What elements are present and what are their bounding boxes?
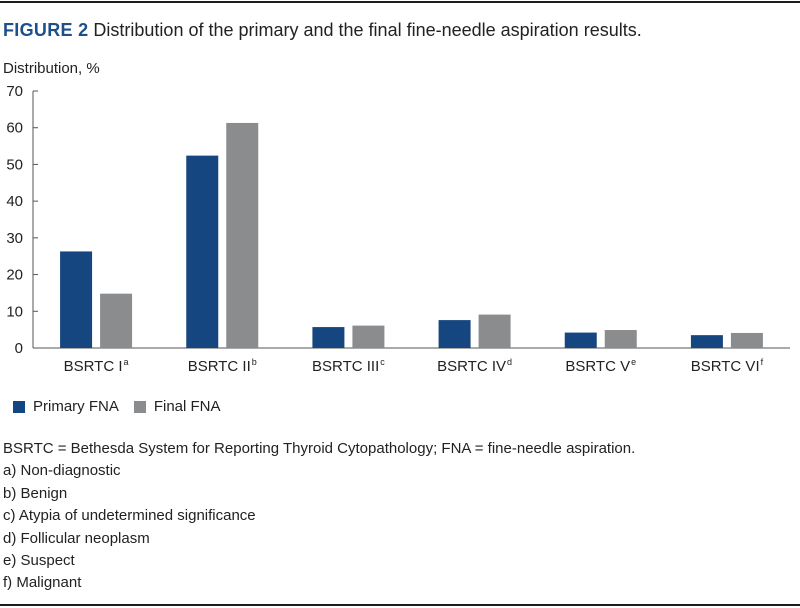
legend-swatch-final bbox=[133, 400, 146, 413]
abbreviation-note: BSRTC = Bethesda System for Reporting Th… bbox=[3, 440, 636, 457]
y-axis-title: Distribution, % bbox=[3, 60, 100, 77]
x-tick-label-4: BSRTC IVd bbox=[437, 357, 512, 372]
legend-label-primary: Primary FNA bbox=[33, 398, 119, 415]
footnote-c: c) Atypia of undetermined significance bbox=[3, 507, 256, 525]
bar-primary-3 bbox=[312, 327, 345, 348]
footnote-b: b) Benign bbox=[3, 484, 68, 502]
bar-final-4 bbox=[478, 314, 511, 348]
bar-final-5 bbox=[604, 330, 637, 348]
y-tick-label-0: 0 bbox=[15, 340, 23, 357]
footnote-e: e) Suspect bbox=[3, 552, 75, 570]
legend-item-final: Final FNA bbox=[133, 398, 221, 415]
chart-legend: Primary FNA Final FNA bbox=[13, 398, 236, 415]
y-tick-label-60: 60 bbox=[6, 120, 23, 137]
bar-final-6 bbox=[730, 332, 763, 348]
y-tick-label-30: 30 bbox=[6, 230, 23, 247]
legend-swatch-primary bbox=[13, 400, 25, 413]
bar-final-3 bbox=[352, 325, 385, 348]
y-tick-label-10: 10 bbox=[6, 303, 23, 320]
bar-primary-5 bbox=[564, 332, 597, 348]
x-tick-label-2: BSRTC IIb bbox=[188, 357, 257, 372]
bar-primary-4 bbox=[438, 320, 471, 348]
y-tick-label-50: 50 bbox=[6, 156, 23, 173]
bar-chart: Distribution, % 0 10 20 30 40 50 60 70 BSRTC Ia BS… bbox=[3, 60, 790, 372]
bar-final-1 bbox=[100, 293, 133, 348]
bottom-rule bbox=[0, 604, 800, 606]
y-tick-label-70: 70 bbox=[6, 83, 23, 100]
figure-caption: Distribution of the primary and the fina… bbox=[93, 20, 642, 40]
bar-primary-6 bbox=[690, 335, 723, 348]
x-tick-label-1: BSRTC Ia bbox=[64, 357, 129, 372]
y-tick-label-20: 20 bbox=[6, 267, 23, 284]
legend-item-primary: Primary FNA bbox=[13, 398, 119, 415]
y-tick-label-40: 40 bbox=[6, 193, 23, 210]
bar-final-2 bbox=[226, 122, 259, 348]
x-tick-label-3: BSRTC IIIc bbox=[312, 357, 385, 372]
legend-label-final: Final FNA bbox=[153, 398, 221, 415]
x-tick-label-5: BSRTC Ve bbox=[565, 357, 636, 372]
x-tick-label-6: BSRTC VIf bbox=[691, 357, 764, 372]
top-rule bbox=[0, 1, 800, 3]
footnotes: BSRTC = Bethesda System for Reporting Th… bbox=[3, 438, 635, 595]
footnote-a: a) Non-diagnostic bbox=[3, 462, 121, 480]
bar-primary-2 bbox=[186, 155, 219, 348]
figure-label: FIGURE 2 bbox=[3, 20, 89, 40]
figure-title: FIGURE 2 Distribution of the primary and … bbox=[3, 19, 642, 41]
footnote-f: f) Malignant bbox=[3, 574, 82, 592]
bar-primary-1 bbox=[60, 251, 93, 348]
footnote-d: d) Follicular neoplasm bbox=[3, 529, 150, 547]
